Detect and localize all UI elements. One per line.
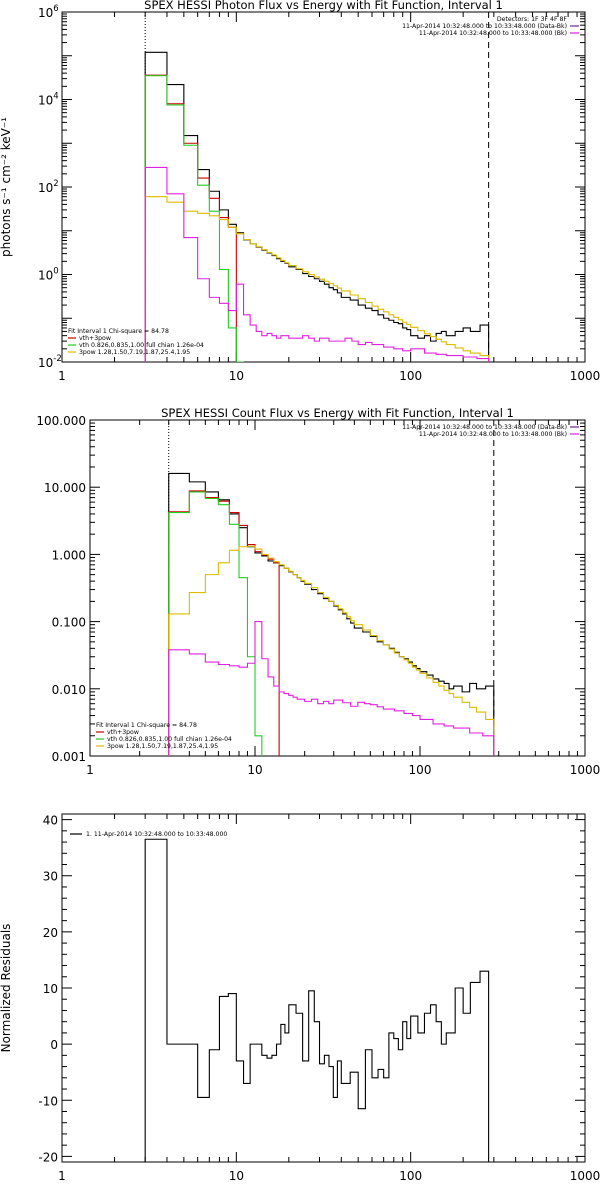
count-chart: SPEX HESSI Count Flux vs Energy with Fit…	[36, 406, 600, 777]
count-ytick-label: 0.010	[52, 683, 86, 697]
count-xtick-label: 1	[86, 763, 94, 777]
photon-series-2-line	[144, 75, 245, 362]
residuals-xtick-label: 100	[399, 1169, 422, 1183]
residuals-ytick-label: 30	[43, 870, 58, 884]
residuals-xtick-label: 10	[229, 1169, 244, 1183]
photon-legend-entry: vth 0.826,0.835,1.00 full chian 1.26e-04	[79, 342, 204, 349]
count-series-4-line	[168, 621, 495, 756]
photon-legend-entry: 11-Apr-2014 10:32:48.000 to 10:33:48.000…	[419, 30, 567, 37]
photon-ytick-label: 106	[38, 4, 59, 20]
residuals-ytick-label: 40	[43, 814, 58, 828]
photon-series-0-line	[144, 51, 490, 362]
photon-xtick-label: 100	[399, 369, 422, 383]
residuals-ytick-label: -10	[38, 1094, 58, 1108]
photon-xtick-label: 1000	[570, 369, 600, 383]
residuals-ytick-label: 0	[50, 1038, 58, 1052]
residuals-xtick-label: 1000	[570, 1169, 600, 1183]
photon-frame	[61, 11, 586, 363]
photon-title: SPEX HESSI Photon Flux vs Energy with Fi…	[144, 0, 503, 12]
residuals-xtick-label: 1	[58, 1169, 66, 1183]
count-legend-entry: 11-Apr-2014 10:32:48.000 to 10:33:48.000…	[402, 424, 567, 431]
count-legend-entry: 3pow 1.28,1.50,7.19,1.87,25.4,1.95	[107, 743, 218, 750]
photon-xtick-label: 1	[58, 369, 66, 383]
photon-legend-entry: vth+3pow	[79, 335, 111, 342]
count-legend-entry: 11-Apr-2014 10:32:48.000 to 10:33:48.000…	[419, 431, 567, 438]
photon-chart: SPEX HESSI Photon Flux vs Energy with Fi…	[0, 0, 600, 383]
photon-legend-entry: 3pow 1.28,1.50,7.19,1.87,25.4,1.95	[79, 349, 190, 356]
count-legend-entry: Fit Interval 1 Chi-square = 84.78	[96, 722, 197, 729]
photon-ytick-label: 100	[38, 267, 59, 283]
photon-legend-entry: Fit Interval 1 Chi-square = 84.78	[68, 328, 169, 335]
residuals-legend-entry: 1. 11-Apr-2014 10:32:48.000 to 10:33:48.…	[86, 831, 227, 838]
residuals-frame	[61, 813, 586, 1163]
photon-ytick-label: 102	[38, 179, 59, 195]
photon-ylabel: photons s⁻¹ cm⁻² keV⁻¹	[0, 117, 13, 257]
photon-series-4-line	[144, 166, 490, 362]
count-ytick-label: 1.000	[52, 548, 86, 562]
count-series-1-line	[168, 490, 280, 756]
photon-legend-entry: Detectors: 1F 3F 4F 8F	[497, 16, 568, 23]
photon-xtick-label: 10	[229, 369, 244, 383]
count-xtick-label: 100	[409, 763, 432, 777]
residuals-chart: Normalized Residuals 1 10 100 1000 -20 -10 0 10 2…	[0, 813, 600, 1183]
photon-ytick-label: 10-2	[38, 354, 62, 370]
count-ytick-label: 10.000	[44, 481, 86, 495]
count-frame	[89, 419, 586, 757]
count-ytick-label: 0.001	[52, 750, 86, 764]
photon-series-3-line	[144, 196, 490, 362]
photon-ytick-label: 104	[38, 92, 59, 108]
count-series-3-line	[168, 545, 495, 756]
residuals-ytick-label: 20	[43, 926, 58, 940]
count-series-0-line	[168, 472, 495, 756]
count-title: SPEX HESSI Count Flux vs Energy with Fit…	[161, 406, 514, 420]
photon-legend-entry: 11-Apr-2014 10:32:48.000 to 10:33:48.000…	[402, 23, 567, 30]
count-legend-entry: vth 0.826,0.835,1.00 full chian 1.26e-04	[107, 736, 232, 743]
residuals-ytick-label: 10	[43, 982, 58, 996]
count-legend-entry: vth+3pow	[107, 729, 139, 736]
residuals-ytick-label: -20	[38, 1150, 58, 1164]
count-xtick-label: 1000	[570, 763, 600, 777]
residuals-ylabel: Normalized Residuals	[0, 924, 13, 1053]
count-series-2-line	[168, 491, 263, 756]
residuals-series-0-line	[144, 838, 490, 1162]
count-xtick-label: 10	[247, 763, 262, 777]
count-ytick-label: 100.000	[36, 414, 86, 428]
count-ytick-label: 0.100	[52, 616, 86, 630]
